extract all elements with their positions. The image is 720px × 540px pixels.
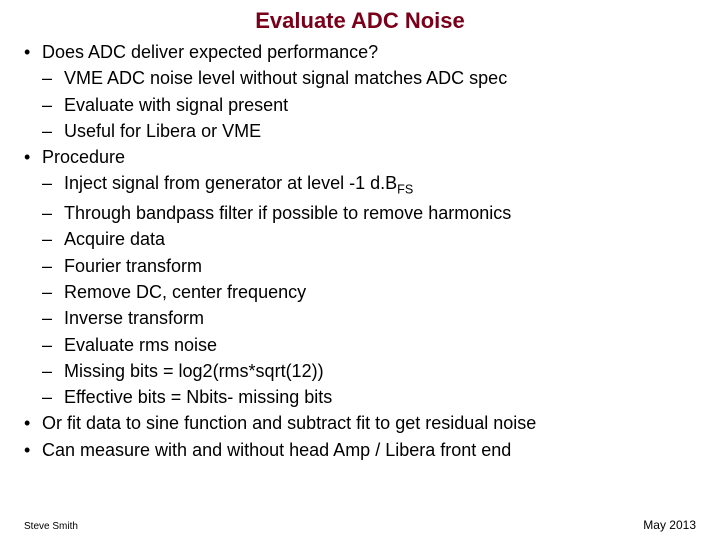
bullet-lvl1: Can measure with and without head Amp / … (24, 438, 696, 462)
footer-date: May 2013 (643, 518, 696, 532)
bullet-lvl2: Inject signal from generator at level -1… (42, 171, 696, 199)
bullet-text: Can measure with and without head Amp / … (42, 440, 511, 460)
bullet-lvl1: Does ADC deliver expected performance? VM… (24, 40, 696, 143)
slide-title: Evaluate ADC Noise (24, 8, 696, 34)
sub-list: Inject signal from generator at level -1… (42, 171, 696, 409)
bullet-text: Inject signal from generator at level -1… (64, 173, 397, 193)
bullet-lvl2: Evaluate rms noise (42, 333, 696, 357)
bullet-text: Fourier transform (64, 256, 202, 276)
bullet-lvl2: Fourier transform (42, 254, 696, 278)
bullet-text: Missing bits = log2(rms*sqrt(12)) (64, 361, 324, 381)
bullet-text: Or fit data to sine function and subtrac… (42, 413, 536, 433)
bullet-text: Procedure (42, 147, 125, 167)
bullet-lvl2: Acquire data (42, 227, 696, 251)
bullet-text: Evaluate rms noise (64, 335, 217, 355)
bullet-text: Effective bits = Nbits- missing bits (64, 387, 332, 407)
sub-list: VME ADC noise level without signal match… (42, 66, 696, 143)
bullet-text: Evaluate with signal present (64, 95, 288, 115)
bullet-text: Useful for Libera or VME (64, 121, 261, 141)
bullet-text: Remove DC, center frequency (64, 282, 306, 302)
bullet-text: Acquire data (64, 229, 165, 249)
bullet-lvl2: Effective bits = Nbits- missing bits (42, 385, 696, 409)
subscript-text: FS (397, 183, 413, 197)
bullet-lvl2: VME ADC noise level without signal match… (42, 66, 696, 90)
bullet-list: Does ADC deliver expected performance? VM… (24, 40, 696, 462)
bullet-lvl2: Missing bits = log2(rms*sqrt(12)) (42, 359, 696, 383)
bullet-lvl2: Remove DC, center frequency (42, 280, 696, 304)
bullet-text: VME ADC noise level without signal match… (64, 68, 507, 88)
bullet-text: Inverse transform (64, 308, 204, 328)
bullet-lvl2: Evaluate with signal present (42, 93, 696, 117)
bullet-lvl2: Useful for Libera or VME (42, 119, 696, 143)
bullet-lvl1: Or fit data to sine function and subtrac… (24, 411, 696, 435)
bullet-text: Does ADC deliver expected performance? (42, 42, 378, 62)
bullet-lvl1: Procedure Inject signal from generator at… (24, 145, 696, 409)
bullet-lvl2: Inverse transform (42, 306, 696, 330)
bullet-text: Through bandpass filter if possible to r… (64, 203, 511, 223)
footer-author: Steve Smith (24, 521, 78, 532)
bullet-lvl2: Through bandpass filter if possible to r… (42, 201, 696, 225)
